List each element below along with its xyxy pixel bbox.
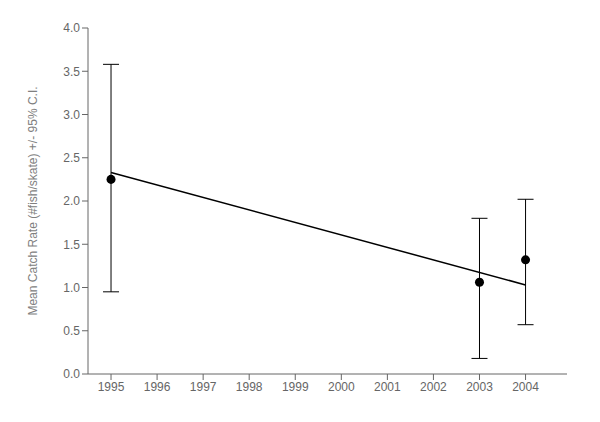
svg-text:1997: 1997: [190, 380, 217, 394]
svg-text:1.5: 1.5: [63, 238, 80, 252]
svg-text:2.0: 2.0: [63, 194, 80, 208]
svg-text:Mean Catch Rate (#fish/skate): Mean Catch Rate (#fish/skate) +/- 95% C.…: [26, 86, 40, 315]
svg-text:3.5: 3.5: [63, 65, 80, 79]
svg-text:2003: 2003: [466, 380, 493, 394]
svg-text:2000: 2000: [328, 380, 355, 394]
svg-text:2.5: 2.5: [63, 151, 80, 165]
svg-text:0.5: 0.5: [63, 324, 80, 338]
svg-text:1.0: 1.0: [63, 281, 80, 295]
svg-text:1998: 1998: [236, 380, 263, 394]
svg-text:2002: 2002: [420, 380, 447, 394]
svg-text:1996: 1996: [144, 380, 171, 394]
svg-text:0.0: 0.0: [63, 367, 80, 381]
svg-text:1999: 1999: [282, 380, 309, 394]
svg-text:2004: 2004: [512, 380, 539, 394]
svg-text:3.0: 3.0: [63, 108, 80, 122]
svg-text:1995: 1995: [98, 380, 125, 394]
svg-text:4.0: 4.0: [63, 21, 80, 35]
svg-text:2001: 2001: [374, 380, 401, 394]
